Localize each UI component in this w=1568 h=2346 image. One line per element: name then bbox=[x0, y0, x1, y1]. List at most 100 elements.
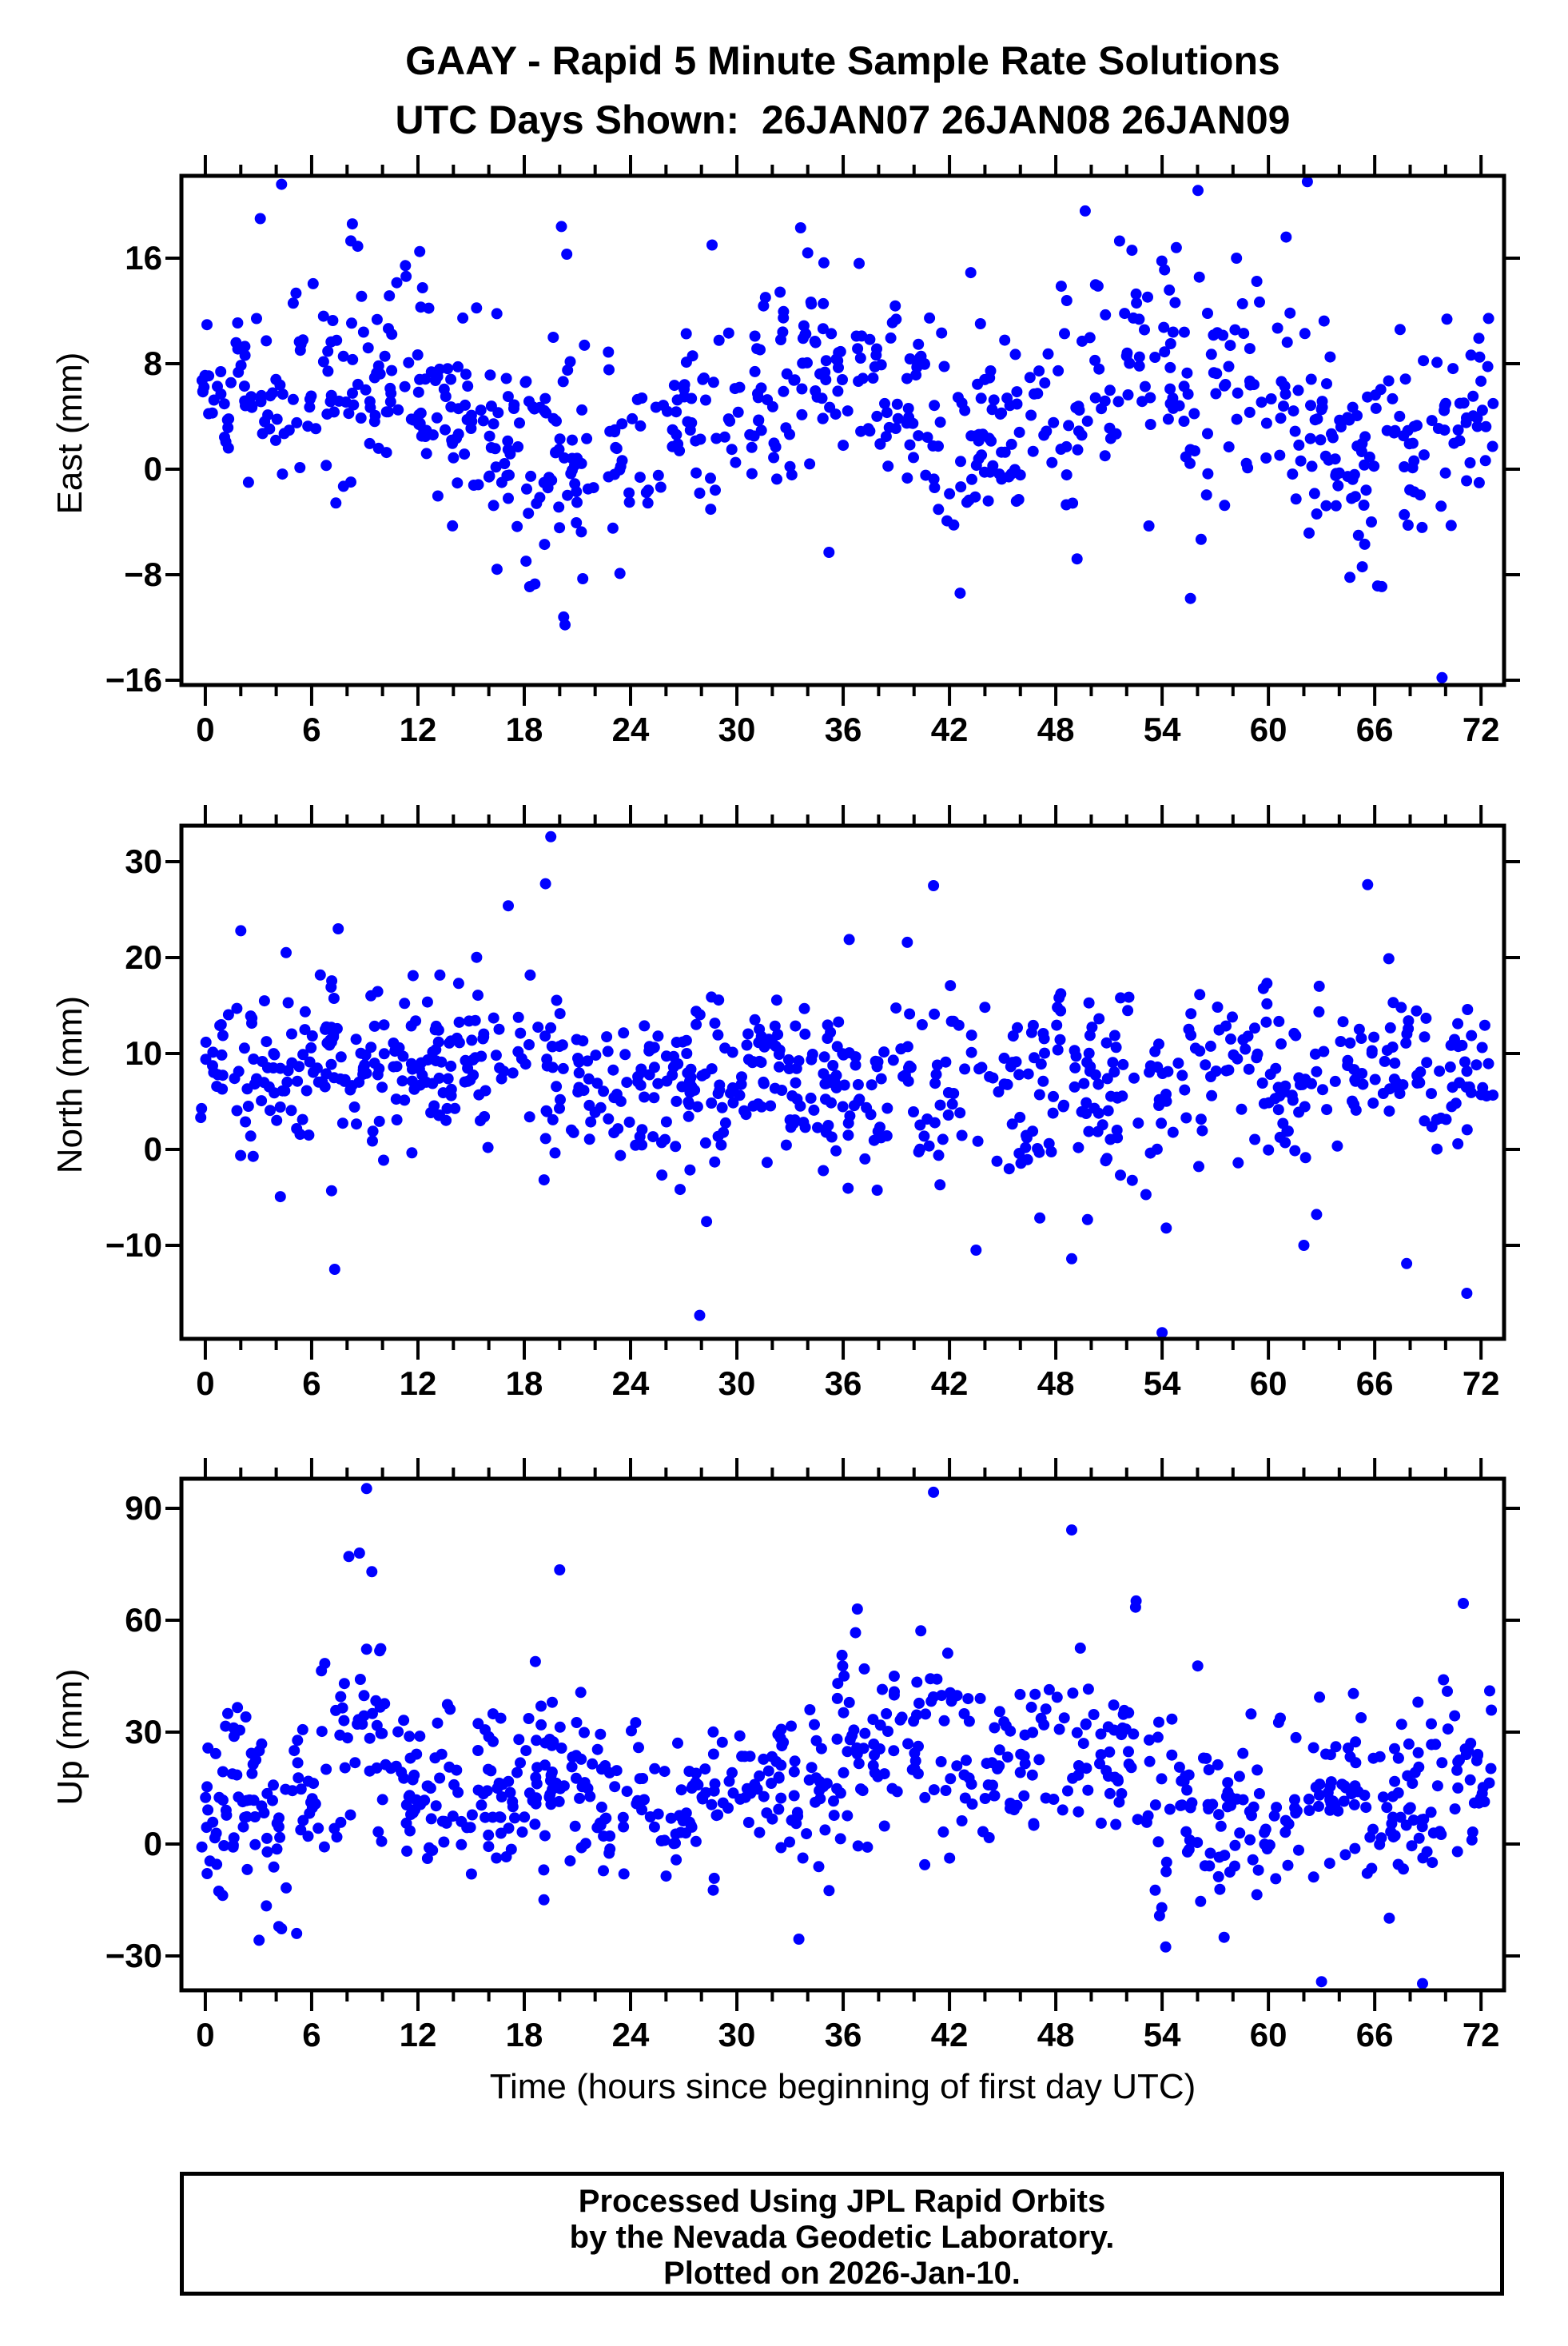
data-point bbox=[282, 997, 294, 1009]
data-point bbox=[790, 1818, 802, 1830]
data-point bbox=[671, 1095, 683, 1107]
data-point-outlier bbox=[554, 1564, 566, 1575]
data-point bbox=[571, 1717, 583, 1728]
data-point bbox=[595, 1763, 607, 1775]
data-point bbox=[1123, 1759, 1135, 1770]
data-point bbox=[809, 1719, 820, 1731]
x-tick-label: 0 bbox=[196, 711, 215, 748]
data-point bbox=[1461, 412, 1472, 424]
data-point bbox=[1364, 1831, 1376, 1843]
data-point bbox=[397, 1050, 409, 1062]
data-point bbox=[448, 452, 460, 464]
data-point bbox=[1183, 1843, 1195, 1855]
data-point bbox=[1459, 1056, 1470, 1068]
data-point bbox=[603, 364, 615, 376]
data-point bbox=[378, 1019, 390, 1031]
data-point bbox=[567, 1751, 579, 1763]
data-point bbox=[1140, 1189, 1152, 1201]
data-point bbox=[1149, 1799, 1161, 1811]
panel-frame bbox=[179, 173, 1506, 687]
data-point bbox=[632, 1076, 644, 1088]
data-point-outlier bbox=[555, 221, 567, 233]
x-tick-label: 60 bbox=[1249, 2016, 1287, 2053]
data-point bbox=[722, 1802, 734, 1814]
data-point bbox=[281, 1076, 293, 1088]
data-point bbox=[1352, 529, 1364, 541]
data-point bbox=[294, 462, 306, 473]
data-point bbox=[1392, 1858, 1404, 1870]
data-point bbox=[1212, 1002, 1224, 1013]
data-point bbox=[495, 1791, 507, 1802]
data-point bbox=[539, 539, 551, 551]
data-point bbox=[349, 1757, 361, 1769]
data-point bbox=[656, 1169, 668, 1181]
data-point bbox=[239, 395, 251, 407]
data-point bbox=[1007, 1057, 1018, 1069]
data-point bbox=[1383, 1105, 1395, 1117]
data-point bbox=[436, 1056, 448, 1068]
data-point bbox=[790, 1020, 802, 1032]
data-point bbox=[1465, 349, 1477, 361]
data-point bbox=[791, 1806, 803, 1818]
data-point bbox=[1377, 1791, 1389, 1803]
data-point bbox=[929, 1117, 941, 1129]
data-point bbox=[998, 1052, 1010, 1064]
data-point bbox=[1043, 1137, 1055, 1149]
data-point bbox=[1033, 1754, 1045, 1766]
x-tick-label: 42 bbox=[930, 711, 969, 748]
data-point bbox=[414, 373, 426, 385]
data-point bbox=[1160, 1089, 1172, 1100]
data-point bbox=[1256, 1077, 1268, 1089]
data-point bbox=[1152, 1836, 1164, 1848]
y-tick-label: 30 bbox=[125, 1713, 162, 1751]
data-point bbox=[1236, 298, 1248, 309]
data-point bbox=[493, 1023, 505, 1035]
data-point bbox=[555, 1743, 567, 1754]
data-point bbox=[1452, 424, 1464, 436]
data-point bbox=[466, 416, 478, 428]
data-point bbox=[1271, 1802, 1283, 1814]
data-point bbox=[1204, 1040, 1216, 1052]
data-point bbox=[246, 1012, 258, 1024]
data-point bbox=[715, 1139, 727, 1151]
data-point bbox=[218, 398, 230, 410]
data-point bbox=[643, 1069, 655, 1081]
data-point bbox=[273, 1821, 285, 1833]
data-point bbox=[556, 1039, 568, 1051]
data-point bbox=[419, 1794, 431, 1806]
data-point bbox=[1426, 1088, 1437, 1100]
data-point bbox=[380, 406, 392, 418]
data-point bbox=[487, 1708, 499, 1720]
data-point bbox=[603, 346, 615, 358]
data-point bbox=[813, 1861, 825, 1873]
data-point bbox=[471, 302, 483, 314]
data-point bbox=[1332, 480, 1344, 492]
data-point bbox=[1431, 1143, 1443, 1155]
data-point bbox=[1282, 1859, 1294, 1871]
data-point-outlier bbox=[928, 880, 940, 891]
data-point bbox=[472, 1784, 484, 1796]
data-point bbox=[278, 428, 290, 440]
x-tick-label: 36 bbox=[824, 2016, 862, 2053]
data-point-outlier bbox=[360, 1483, 372, 1495]
data-point bbox=[1308, 488, 1320, 500]
data-point bbox=[1477, 1782, 1489, 1794]
data-point bbox=[472, 479, 484, 491]
data-point bbox=[683, 1098, 695, 1110]
data-point bbox=[274, 1831, 286, 1843]
data-point bbox=[232, 1702, 244, 1714]
data-point bbox=[644, 1811, 656, 1822]
data-point bbox=[483, 1841, 495, 1853]
data-point-outlier bbox=[1156, 1327, 1168, 1339]
data-point bbox=[660, 1116, 672, 1128]
data-point bbox=[1096, 403, 1108, 415]
data-point bbox=[320, 1023, 331, 1035]
data-point bbox=[1093, 363, 1105, 375]
data-point bbox=[391, 277, 403, 289]
data-point bbox=[1379, 1055, 1391, 1067]
data-point bbox=[1055, 281, 1067, 293]
data-point bbox=[874, 1743, 885, 1755]
data-point bbox=[1416, 1814, 1428, 1826]
data-point bbox=[1454, 1077, 1466, 1089]
data-point bbox=[1445, 520, 1457, 532]
